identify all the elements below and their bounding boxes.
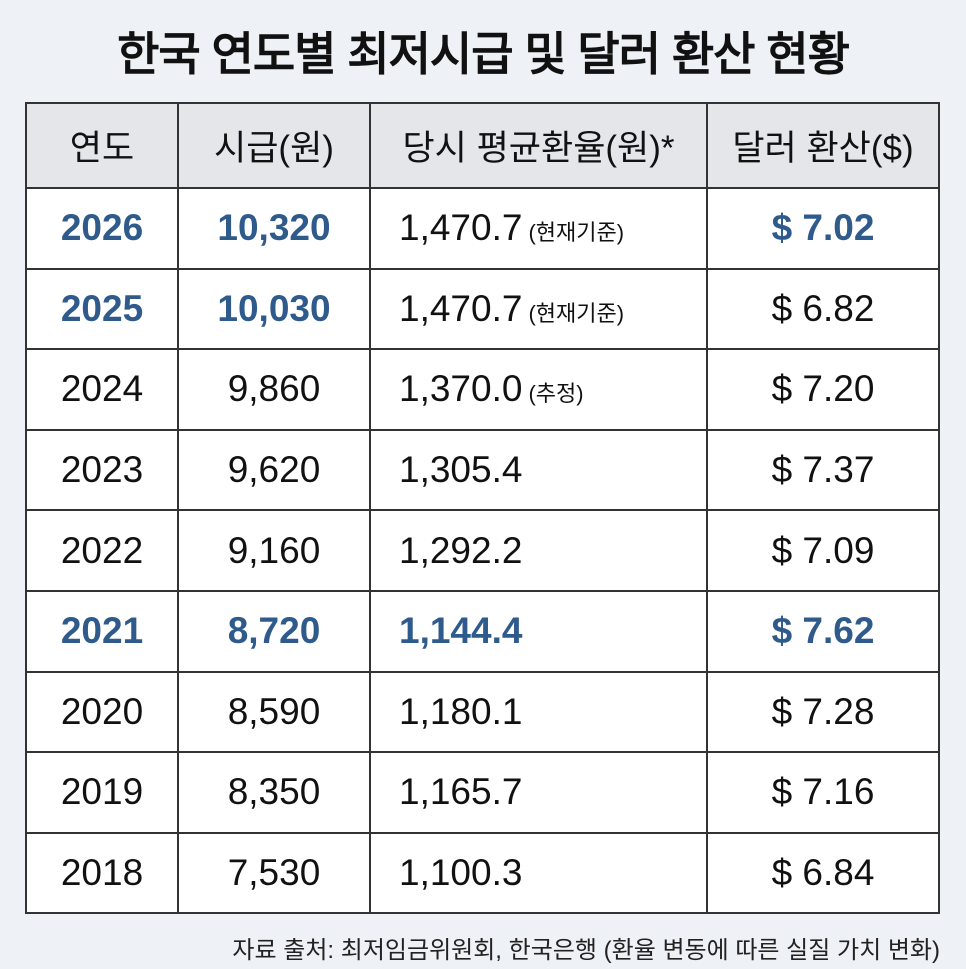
wage-cell: 8,720: [177, 589, 371, 673]
wage-cell-value: 7,530: [227, 852, 321, 894]
year-cell: 2026: [25, 187, 179, 270]
usd-cell-value: $ 7.16: [771, 771, 875, 813]
year-cell: 2024: [25, 348, 179, 431]
usd-cell-value: $ 6.84: [771, 852, 875, 894]
year-cell-value: 2021: [60, 610, 144, 652]
year-cell-value: 2024: [60, 368, 144, 410]
year-cell: 2020: [25, 670, 179, 754]
year-cell-value: 2025: [60, 287, 144, 329]
rate-note: (현재기준): [528, 300, 625, 326]
wage-cell-value: 9,860: [227, 368, 321, 410]
rate-cell-value: 1,165.7: [399, 771, 523, 813]
header-year: 연도: [25, 102, 179, 189]
wage-cell-value: 8,720: [227, 610, 321, 652]
rate-note: (추정): [528, 381, 584, 407]
year-cell: 2019: [25, 751, 179, 834]
usd-cell-value: $ 7.02: [771, 207, 875, 249]
table-row: 2022 9,160 1,292.2 $ 7.09: [25, 509, 940, 592]
header-usd: 달러 환산($): [706, 102, 940, 189]
rate-cell-value: 1,370.0: [399, 368, 523, 410]
table-row: 2025 10,030 1,470.7 (현재기준) $ 6.82: [25, 267, 940, 351]
page-title: 한국 연도별 최저시급 및 달러 환산 현황: [117, 28, 850, 80]
rate-cell: 1,144.4: [369, 589, 708, 673]
rate-cell-value: 1,470.7: [399, 207, 523, 249]
year-cell-value: 2023: [60, 449, 144, 491]
wage-cell-value: 10,030: [217, 287, 331, 329]
usd-cell: $ 7.09: [706, 509, 940, 592]
rate-cell: 1,305.4: [369, 428, 708, 512]
rate-cell: 1,470.7 (현재기준): [369, 187, 708, 270]
wage-cell: 9,860: [177, 348, 371, 431]
wage-cell: 8,590: [177, 670, 371, 754]
rate-cell-value: 1,180.1: [399, 690, 523, 732]
wage-cell-value: 8,590: [227, 690, 321, 732]
usd-cell: $ 7.20: [706, 348, 940, 431]
wage-cell-value: 10,320: [217, 207, 331, 249]
source-footnote: 자료 출처: 최저임금위원회, 한국은행 (환율 변동에 따른 실질 가치 변화…: [232, 937, 940, 964]
usd-cell-value: $ 7.20: [771, 368, 875, 410]
header-rate: 당시 평균환율(원)*: [369, 102, 708, 189]
rate-cell: 1,370.0 (추정): [369, 348, 708, 431]
table-row: 2023 9,620 1,305.4 $ 7.37: [25, 428, 940, 512]
rate-note: (현재기준): [528, 220, 625, 246]
usd-cell: $ 6.84: [706, 831, 940, 915]
rate-cell: 1,180.1: [369, 670, 708, 754]
table-row: 2024 9,860 1,370.0 (추정) $ 7.20: [25, 348, 940, 431]
usd-cell: $ 7.16: [706, 751, 940, 834]
year-cell-value: 2020: [60, 690, 144, 732]
usd-cell-value: $ 6.82: [771, 287, 875, 329]
year-cell: 2021: [25, 589, 179, 673]
year-cell: 2018: [25, 831, 179, 915]
table-row: 2020 8,590 1,180.1 $ 7.28: [25, 670, 940, 754]
header-wage: 시급(원): [177, 102, 371, 189]
wage-cell: 9,160: [177, 509, 371, 592]
table-row: 2026 10,320 1,470.7 (현재기준) $ 7.02: [25, 187, 940, 270]
usd-cell-value: $ 7.62: [771, 610, 875, 652]
usd-cell: $ 7.28: [706, 670, 940, 754]
rate-cell-value: 1,292.2: [399, 529, 523, 571]
rate-cell-value: 1,470.7: [399, 287, 523, 329]
table-row: 2018 7,530 1,100.3 $ 6.84: [25, 831, 940, 915]
year-cell-value: 2022: [60, 529, 144, 571]
rate-cell: 1,470.7 (현재기준): [369, 267, 708, 351]
rate-cell: 1,292.2: [369, 509, 708, 592]
year-cell-value: 2018: [60, 852, 144, 894]
year-cell: 2025: [25, 267, 179, 351]
wage-table: 연도 시급(원) 당시 평균환율(원)* 달러 환산($) 2026 10,320…: [25, 102, 940, 915]
table-row: 2019 8,350 1,165.7 $ 7.16: [25, 751, 940, 834]
usd-cell: $ 7.62: [706, 589, 940, 673]
wage-cell: 8,350: [177, 751, 371, 834]
rate-cell-value: 1,305.4: [399, 449, 523, 491]
usd-cell-value: $ 7.28: [771, 690, 875, 732]
usd-cell-value: $ 7.37: [771, 449, 875, 491]
year-cell-value: 2026: [60, 207, 144, 249]
wage-cell: 10,030: [177, 267, 371, 351]
rate-cell-value: 1,144.4: [399, 610, 523, 652]
usd-cell: $ 7.37: [706, 428, 940, 512]
wage-cell: 7,530: [177, 831, 371, 915]
year-cell-value: 2019: [60, 771, 144, 813]
rate-cell-value: 1,100.3: [399, 852, 523, 894]
usd-cell: $ 6.82: [706, 267, 940, 351]
table-header-row: 연도 시급(원) 당시 평균환율(원)* 달러 환산($): [25, 102, 940, 189]
year-cell: 2022: [25, 509, 179, 592]
wage-cell-value: 9,620: [227, 449, 321, 491]
table-row: 2021 8,720 1,144.4 $ 7.62: [25, 589, 940, 673]
wage-cell-value: 8,350: [227, 771, 321, 813]
usd-cell: $ 7.02: [706, 187, 940, 270]
rate-cell: 1,100.3: [369, 831, 708, 915]
rate-cell: 1,165.7: [369, 751, 708, 834]
wage-cell-value: 9,160: [227, 529, 321, 571]
usd-cell-value: $ 7.09: [771, 529, 875, 571]
wage-cell: 10,320: [177, 187, 371, 270]
wage-cell: 9,620: [177, 428, 371, 512]
year-cell: 2023: [25, 428, 179, 512]
